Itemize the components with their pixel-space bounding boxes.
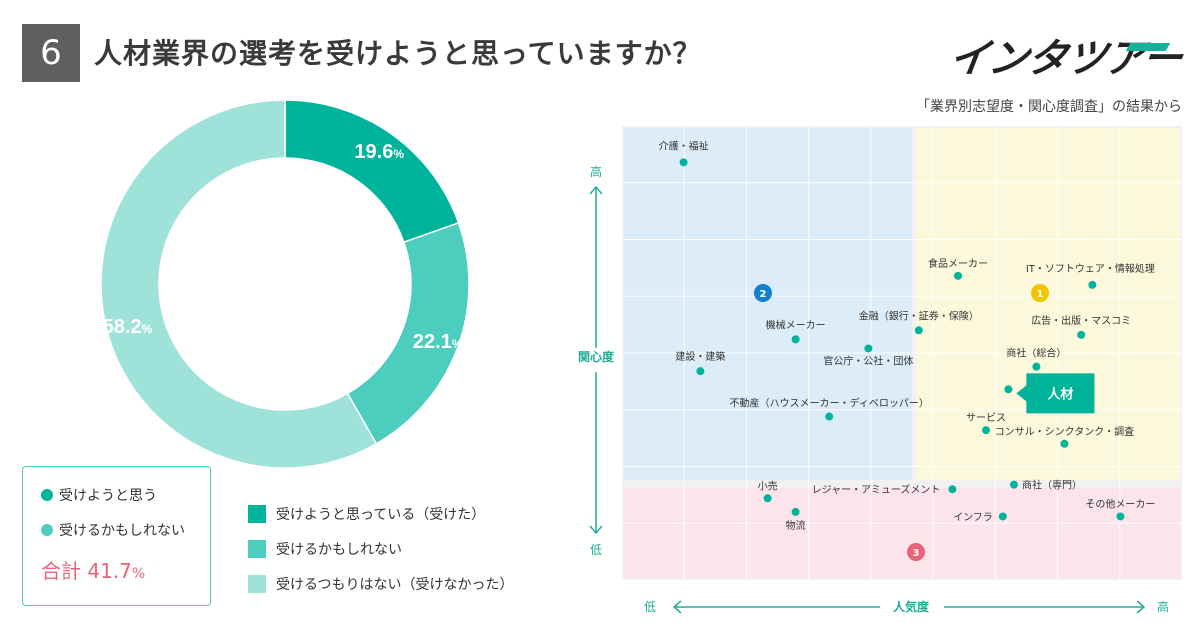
donut-data-label: 19.6% bbox=[354, 141, 404, 163]
scatter-point-label: サービス bbox=[966, 412, 1006, 424]
legend-item: 受けるつもりはない（受けなかった） bbox=[248, 572, 513, 596]
scatter-point-label: 機械メーカー bbox=[766, 318, 826, 331]
legend-item: 受けるかもしれない bbox=[248, 537, 513, 561]
scatter-point-label: その他メーカー bbox=[1085, 497, 1155, 510]
scatter-point-label: コンサル・シンクタンク・調査 bbox=[995, 425, 1134, 438]
x-axis-low-label: 低 bbox=[644, 600, 656, 614]
legend-label: 受けようと思っている（受けた） bbox=[276, 507, 486, 523]
scatter-point bbox=[1060, 439, 1069, 448]
scatter-point-label: 小売 bbox=[758, 479, 778, 492]
legend-label: 受けるつもりはない（受けなかった） bbox=[276, 577, 514, 593]
summary-legend-label: 受けるかもしれない bbox=[59, 523, 185, 539]
scatter-point bbox=[696, 367, 705, 376]
scatter-point bbox=[954, 271, 962, 280]
summary-legend-item: 受けるかもしれない bbox=[41, 520, 210, 540]
donut-data-label: 58.2% bbox=[103, 316, 153, 338]
medium-teal-dot-icon bbox=[41, 524, 53, 536]
scatter-point-label: 介護・福祉 bbox=[659, 139, 709, 152]
arrow-right-icon bbox=[1136, 600, 1146, 614]
chart-legend: 受けようと思っている（受けた） 受けるかもしれない 受けるつもりはない（受けなか… bbox=[248, 502, 513, 607]
scatter-point bbox=[1010, 480, 1018, 489]
legend-swatch-medium bbox=[248, 540, 266, 558]
question-number: 6 bbox=[22, 24, 80, 82]
summary-total: 合計 41.7% bbox=[41, 555, 210, 584]
scatter-point-label: 官公庁・公社・団体 bbox=[823, 354, 913, 367]
zone-badge bbox=[907, 543, 925, 561]
legend-swatch-dark bbox=[248, 505, 266, 523]
scatter-point bbox=[825, 412, 834, 421]
scatter-point bbox=[791, 507, 800, 516]
donut-data-label: 22.1% bbox=[413, 331, 463, 353]
legend-label: 受けるかもしれない bbox=[276, 542, 402, 558]
logo: インタツアー bbox=[946, 36, 1185, 82]
scatter-point bbox=[1077, 330, 1086, 339]
x-axis-high-label: 高 bbox=[1157, 599, 1169, 614]
x-axis-title: 人気度 bbox=[893, 599, 930, 614]
scatter-point bbox=[998, 512, 1007, 521]
donut-slice bbox=[284, 99, 460, 244]
scatter-point-label: 食品メーカー bbox=[928, 257, 988, 270]
scatter-point bbox=[1088, 280, 1097, 289]
scatter-point bbox=[791, 335, 800, 344]
scatter-point-label: 不動産（ハウスメーカー・ディベロッパー） bbox=[730, 397, 929, 410]
arrow-up-icon bbox=[589, 185, 603, 195]
scatter-point bbox=[864, 344, 873, 353]
scatter-point-label: 金融（銀行・証券・保険） bbox=[859, 309, 979, 322]
scatter-point-label: 商社（専門） bbox=[1022, 479, 1082, 492]
summary-total-unit: % bbox=[131, 566, 146, 582]
summary-legend-item: 受けようと思う bbox=[41, 485, 210, 505]
arrow-left-icon bbox=[672, 600, 682, 614]
scatter-point-label: レジャー・アミューズメント bbox=[812, 483, 941, 496]
y-axis-low-label: 低 bbox=[590, 543, 602, 557]
scatter-point-label: IT・ソフトウェア・情報処理 bbox=[1026, 262, 1155, 275]
logo-accent-bar bbox=[1125, 43, 1171, 51]
highlight-callout-label: 人材 bbox=[1047, 386, 1073, 402]
zone-badge-label: 1 bbox=[1037, 289, 1044, 300]
scatter-point bbox=[1032, 362, 1041, 371]
scatter-point-label: 物流 bbox=[786, 519, 806, 532]
page-title: 人材業界の選考を受けようと思っていますか？ bbox=[94, 37, 702, 70]
y-axis-title: 関心度 bbox=[578, 349, 615, 364]
zone-pink bbox=[624, 488, 1180, 578]
scatter-point bbox=[1116, 512, 1125, 521]
summary-total-label: 合計 bbox=[41, 559, 81, 583]
scatter-point bbox=[679, 158, 688, 167]
zone-badge bbox=[754, 284, 772, 302]
legend-swatch-light bbox=[248, 575, 266, 593]
zone-badge bbox=[1031, 284, 1049, 302]
summary-legend-box: 受けようと思う 受けるかもしれない 合計 41.7% bbox=[22, 466, 211, 606]
summary-total-value: 41.7 bbox=[87, 559, 132, 583]
zone-yellow bbox=[916, 128, 1180, 480]
donut-slice bbox=[100, 99, 378, 469]
summary-legend-label: 受けようと思う bbox=[59, 488, 157, 504]
zone-blue bbox=[624, 128, 912, 480]
scatter-point-label: インフラ bbox=[953, 511, 993, 523]
scatter-point-label: 建設・建築 bbox=[675, 350, 725, 363]
zone-badge-label: 3 bbox=[913, 548, 920, 559]
scatter-point-label: 商社（総合） bbox=[1006, 347, 1066, 360]
donut-chart: 19.6% 22.1% 58.2% bbox=[100, 99, 470, 469]
scatter-point bbox=[982, 426, 990, 435]
y-axis-high-label: 高 bbox=[590, 164, 602, 179]
scatter-point bbox=[763, 494, 772, 503]
arrow-down-icon bbox=[589, 525, 603, 535]
dark-teal-dot-icon bbox=[41, 489, 53, 501]
legend-item: 受けようと思っている（受けた） bbox=[248, 502, 513, 526]
source-note: 「業界別志望度・関心度調査」の結果から bbox=[916, 99, 1182, 115]
highlight-callout bbox=[1016, 373, 1095, 414]
scatter-point bbox=[1004, 385, 1013, 394]
zone-badge-label: 2 bbox=[760, 289, 767, 300]
scatter-point-label: 広告・出版・マスコミ bbox=[1031, 314, 1131, 327]
scatter-point bbox=[948, 485, 957, 494]
scatter-point bbox=[914, 326, 923, 335]
